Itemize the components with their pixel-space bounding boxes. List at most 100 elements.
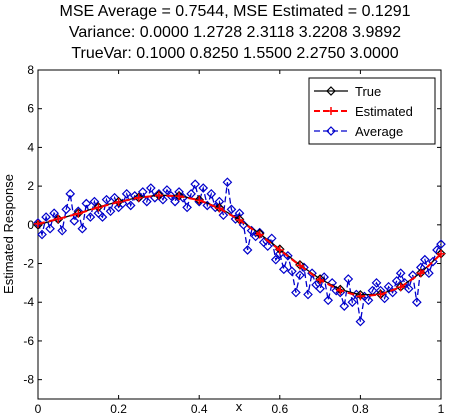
point-average <box>81 198 92 209</box>
point-average <box>403 283 414 294</box>
point-estimated <box>255 230 264 239</box>
point-average <box>295 270 305 280</box>
point-estimated <box>356 292 365 301</box>
series-layer <box>33 177 446 327</box>
title-line-1: MSE Average = 0.7544, MSE Estimated = 0.… <box>59 3 410 20</box>
point-average <box>105 206 116 217</box>
y-tick-label: -6 <box>23 334 34 348</box>
legend-marker-true <box>326 86 336 96</box>
point-average <box>347 297 358 308</box>
y-tick-label: -4 <box>23 295 34 309</box>
y-tick-label: 0 <box>27 218 34 232</box>
point-average <box>420 254 430 265</box>
y-tick-label: 4 <box>27 140 34 154</box>
point-average <box>170 196 180 207</box>
point-average <box>242 245 253 255</box>
legend-item-average: Average <box>314 124 403 139</box>
y-tick-label: 2 <box>27 179 34 193</box>
axis-ticks: 0 0.2 0.4 0.6 0.8 1 8 6 4 2 0 -2 -4 -6 -8 <box>23 63 444 414</box>
point-average <box>339 301 350 311</box>
point-average <box>182 202 192 213</box>
point-average <box>278 264 289 275</box>
point-estimated <box>114 197 123 206</box>
point-estimated <box>195 196 204 205</box>
point-average <box>141 196 152 207</box>
point-average <box>303 289 313 300</box>
point-average <box>230 214 241 224</box>
x-tick-label: 0.2 <box>110 402 127 414</box>
point-estimated <box>34 219 42 228</box>
point-average <box>85 212 96 222</box>
point-average <box>270 254 281 265</box>
point-estimated <box>376 290 385 299</box>
point-average <box>391 276 402 286</box>
legend-label-true: True <box>355 84 381 99</box>
y-tick-label: 8 <box>27 63 34 77</box>
x-tick-label: 0.6 <box>271 402 288 414</box>
legend-label-average: Average <box>355 124 403 139</box>
legend-label-estimated: Estimated <box>355 104 413 119</box>
point-average <box>69 216 80 226</box>
x-tick-label: 0 <box>35 402 42 414</box>
point-average <box>291 287 301 298</box>
point-average <box>162 185 172 195</box>
y-tick-label: -2 <box>23 257 34 271</box>
point-estimated <box>54 215 63 224</box>
point-estimated <box>275 245 284 254</box>
point-estimated <box>416 269 425 278</box>
point-average <box>411 297 422 308</box>
point-average <box>218 210 229 220</box>
legend: True Estimated Average <box>308 77 436 145</box>
point-estimated <box>336 286 345 295</box>
legend-marker-average <box>326 126 336 136</box>
y-tick-label: 6 <box>27 102 34 116</box>
point-average <box>198 183 209 193</box>
x-tick-label: 0.4 <box>191 402 208 414</box>
point-average <box>121 189 132 199</box>
point-average <box>166 190 176 201</box>
point-average <box>363 295 374 306</box>
legend-item-true: True <box>314 84 381 99</box>
title-line-2: Variance: 0.0000 1.2728 2.3118 3.2208 3.… <box>69 24 401 41</box>
point-average <box>49 208 59 219</box>
legend-item-estimated: Estimated <box>314 104 413 119</box>
y-tick-label: -8 <box>23 373 34 387</box>
point-average <box>41 212 51 222</box>
point-estimated <box>134 193 143 202</box>
point-average <box>323 295 334 306</box>
point-average <box>395 268 406 279</box>
point-average <box>226 204 237 215</box>
point-average <box>424 268 434 279</box>
point-average <box>97 212 108 222</box>
point-estimated <box>316 275 325 284</box>
point-estimated <box>396 283 405 292</box>
point-average <box>315 283 325 294</box>
point-estimated <box>215 204 224 213</box>
point-estimated <box>74 209 83 218</box>
y-axis-label: Estimated Response <box>1 174 16 294</box>
point-average <box>65 189 76 199</box>
point-average <box>101 194 112 205</box>
point-estimated <box>175 192 184 201</box>
x-tick-label: 0.8 <box>352 402 369 414</box>
point-estimated <box>295 261 304 270</box>
point-average <box>355 316 366 327</box>
point-average <box>371 278 382 288</box>
point-average <box>222 177 233 188</box>
point-estimated <box>94 203 103 212</box>
point-average <box>45 223 55 234</box>
legend-marker-estimated <box>327 107 335 115</box>
point-average <box>343 274 354 284</box>
point-average <box>89 196 100 207</box>
point-estimated <box>235 215 244 224</box>
point-average <box>137 187 148 197</box>
point-estimated <box>154 191 163 200</box>
point-estimated <box>437 249 445 258</box>
point-average <box>145 183 156 193</box>
point-average <box>206 189 217 199</box>
series-estimated <box>34 191 445 301</box>
point-average <box>190 179 201 190</box>
x-axis-label: x <box>236 399 243 414</box>
title-line-3: TrueVar: 0.1000 0.8250 1.5500 2.2750 3.0… <box>71 45 398 62</box>
